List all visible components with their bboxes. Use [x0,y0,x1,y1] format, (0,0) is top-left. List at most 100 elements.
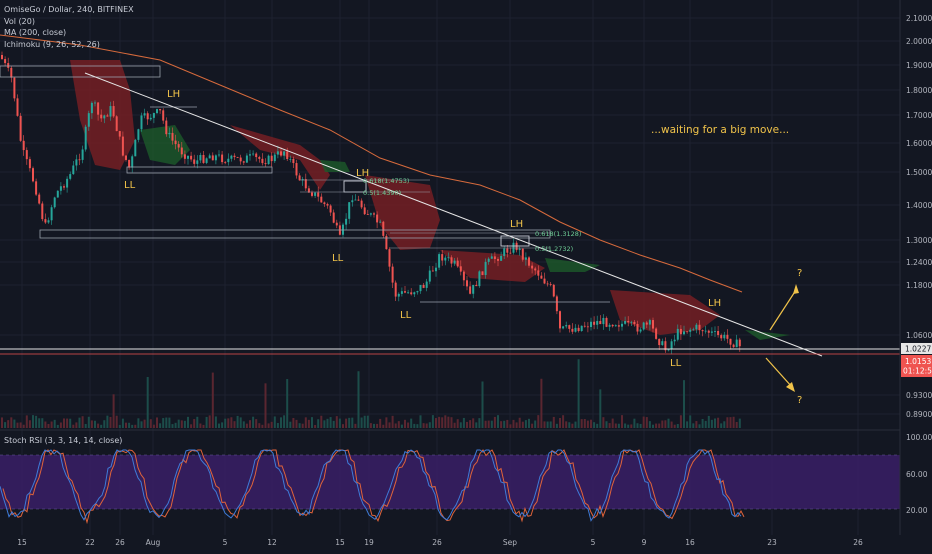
swing-label: LL [670,358,682,369]
legend-ma[interactable]: MA (200, close) [4,28,67,37]
candle-body [376,214,379,223]
candle-body [323,202,326,205]
volume-bar [227,418,230,428]
volume-bar [382,424,385,428]
volume-bar [174,422,177,428]
volume-bar [506,419,509,428]
legend-ichimoku[interactable]: Ichimoku (9, 26, 52, 26) [4,39,100,49]
candle-body [239,157,242,162]
candle-body [549,284,552,285]
candle-body [159,109,162,111]
time-axis[interactable]: 15 22 26 Aug 5 12 15 19 26 Sep 5 9 16 23 26 [17,538,863,547]
volume-bar [490,420,493,428]
volume-bar [701,418,704,428]
candle-body [493,256,496,260]
candle-body [100,114,103,119]
candle-body [518,248,521,251]
volume-bar [261,424,264,428]
candle-body [497,259,499,261]
volume-bar [255,419,258,428]
price-candles[interactable] [1,51,741,355]
candle-body [335,222,338,226]
volume-bar [25,415,28,428]
volume-bar [636,423,639,428]
volume-bar [438,416,441,428]
candle-body [174,140,177,145]
candle-body [252,153,255,155]
candle-body [400,291,403,294]
volume-bar [7,420,10,428]
stoch-band [0,455,900,509]
volume-bar [512,419,515,428]
candle-body [196,160,199,164]
volume-bar [543,421,546,428]
candle-body [627,320,630,323]
volume-bar [320,415,323,428]
candle-body [450,257,453,264]
volume-bar [245,423,248,428]
candle-body [112,106,115,117]
candle-body [481,271,484,275]
candle-body [478,271,481,287]
arrow-down-head [786,382,795,392]
stoch-axis[interactable]: 100.00 60.00 20.00 [906,433,932,515]
candle-body [363,207,366,215]
candle-body [707,330,710,333]
volume-bar [521,421,524,428]
candle-body [230,155,233,159]
volume-bar [270,421,273,428]
candle-body [10,67,13,78]
candle-body [66,178,69,188]
question-mark: ? [797,395,802,406]
volume-bar [199,423,202,428]
candle-body [676,328,679,340]
candle-body [407,292,410,294]
volume-bar [165,417,168,428]
candle-body [47,220,50,223]
candle-body [106,115,109,117]
candle-body [137,129,140,140]
price-tick-label: 0.9300 [906,391,932,400]
volume-bar [661,420,664,428]
support-box-3 [39,229,551,239]
swing-label: LH [708,298,721,309]
time-tick-label: 26 [853,538,863,547]
volume-bar [503,420,506,428]
time-tick-label: 26 [432,538,442,547]
volume-bar [540,378,543,428]
candle-body [484,261,487,275]
kumo-bear-2 [230,125,330,190]
volume-bar [459,422,462,428]
volume-bar [143,419,146,428]
volume-bar [332,420,335,428]
volume-bar [16,422,19,428]
volume-bar [729,417,732,428]
time-tick-label: 5 [223,538,228,547]
symbol-title[interactable]: OmiseGo / Dollar, 240, BITFINEX [4,5,134,14]
legend-volume[interactable]: Vol (20) [4,16,35,26]
price-axis[interactable]: 2.1000 2.0000 1.9000 1.8000 1.7000 1.6000 1.50… [906,14,932,419]
volume-bar [624,423,627,428]
candle-body [524,257,527,260]
candle-body [50,207,53,221]
candle-body [466,280,468,287]
candle-body [221,154,224,163]
volume-bar [608,423,611,428]
candle-body [534,268,537,271]
stoch-legend[interactable]: Stoch RSI (3, 3, 14, 14, close) [4,436,123,445]
volume-bar [311,417,313,428]
volume-bar [441,417,444,428]
volume-bar [177,419,180,428]
candle-body [149,117,152,120]
volume-bar [683,380,685,428]
volume-bar [658,423,661,428]
volume-bar [75,422,78,428]
candle-body [521,248,524,260]
candle-body [283,151,286,156]
volume-bar [528,418,530,428]
volume-bar [103,420,106,428]
price-tick-label: 1.8000 [906,86,932,95]
time-tick-label: 15 [17,538,27,547]
candle-body [193,159,196,164]
